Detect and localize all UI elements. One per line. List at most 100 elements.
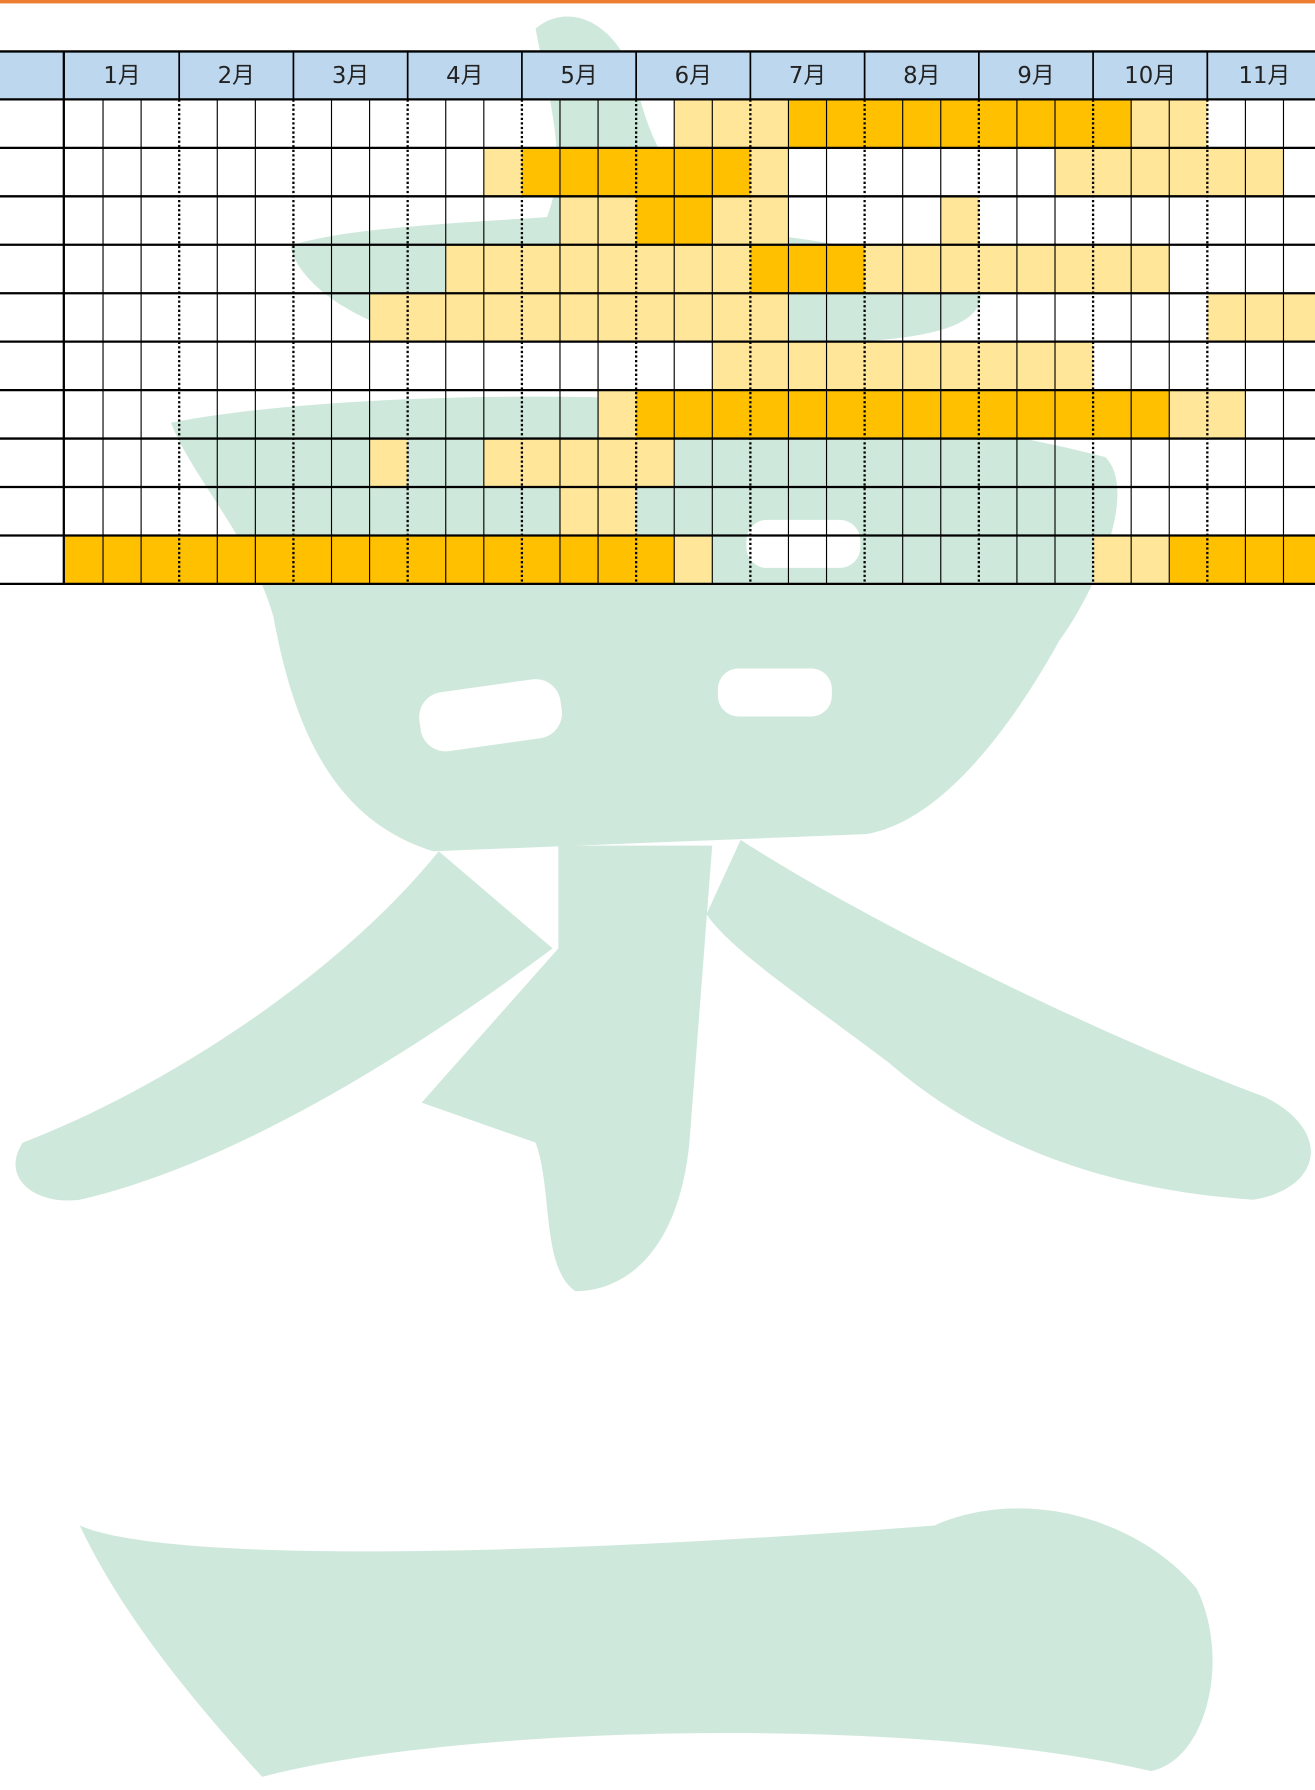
cell <box>560 245 598 293</box>
cell <box>1131 390 1169 438</box>
cell <box>446 293 484 341</box>
cell <box>750 245 788 293</box>
cell <box>598 245 636 293</box>
cell <box>941 99 979 147</box>
watermark-hole <box>718 668 832 716</box>
cell <box>1131 245 1169 293</box>
cell <box>1017 245 1055 293</box>
cell <box>1055 390 1093 438</box>
month-header: 4月 <box>446 63 483 89</box>
cell <box>560 535 598 583</box>
cell <box>712 196 750 244</box>
cell <box>1283 535 1315 583</box>
cell <box>636 390 674 438</box>
watermark-stroke <box>16 851 553 1200</box>
cell <box>484 293 522 341</box>
cell <box>865 342 903 390</box>
cell <box>446 245 484 293</box>
cell <box>750 196 788 244</box>
cell <box>941 390 979 438</box>
cell <box>1017 390 1055 438</box>
cell <box>255 535 293 583</box>
cell <box>598 439 636 487</box>
cell <box>1055 245 1093 293</box>
cell <box>408 293 446 341</box>
cell <box>674 535 712 583</box>
cell <box>903 245 941 293</box>
cell <box>712 99 750 147</box>
cell <box>370 439 408 487</box>
cell <box>903 342 941 390</box>
cell <box>1169 535 1207 583</box>
cell <box>979 390 1017 438</box>
cell <box>636 439 674 487</box>
cell <box>560 439 598 487</box>
cell <box>484 245 522 293</box>
cell <box>1245 293 1283 341</box>
cell <box>903 390 941 438</box>
cell <box>636 148 674 196</box>
month-header: 3月 <box>332 63 369 89</box>
month-header: 8月 <box>903 63 940 89</box>
cell <box>674 293 712 341</box>
cell <box>522 293 560 341</box>
month-header: 5月 <box>560 63 597 89</box>
cell <box>560 293 598 341</box>
cell <box>636 535 674 583</box>
cell <box>560 487 598 535</box>
cell <box>141 535 179 583</box>
cell <box>712 245 750 293</box>
cell <box>65 535 103 583</box>
cell <box>370 535 408 583</box>
cell <box>712 148 750 196</box>
month-header: 10月 <box>1124 63 1176 89</box>
cell <box>979 342 1017 390</box>
cell <box>446 535 484 583</box>
cell <box>827 390 865 438</box>
cell <box>827 99 865 147</box>
cell <box>788 245 826 293</box>
watermark-hole <box>746 520 860 568</box>
cell <box>903 99 941 147</box>
cell <box>1055 342 1093 390</box>
cell <box>598 390 636 438</box>
cell <box>1283 293 1315 341</box>
cell <box>1207 390 1245 438</box>
cell <box>1093 390 1131 438</box>
cell <box>1131 148 1169 196</box>
cell <box>1207 535 1245 583</box>
cell <box>560 148 598 196</box>
cell <box>1093 99 1131 147</box>
cell <box>1207 148 1245 196</box>
cell <box>1169 148 1207 196</box>
cell <box>332 535 370 583</box>
cell <box>1055 99 1093 147</box>
cell <box>674 148 712 196</box>
cell <box>712 390 750 438</box>
cell <box>522 148 560 196</box>
watermark-stroke <box>707 840 1311 1200</box>
cell <box>598 196 636 244</box>
cell <box>1093 535 1131 583</box>
cell <box>788 342 826 390</box>
cell <box>827 342 865 390</box>
cell <box>674 245 712 293</box>
month-header: 7月 <box>789 63 826 89</box>
cell <box>636 196 674 244</box>
cell <box>1245 148 1283 196</box>
cell <box>179 535 217 583</box>
month-header: 2月 <box>218 63 255 89</box>
cell <box>484 148 522 196</box>
cell <box>712 342 750 390</box>
cell <box>750 390 788 438</box>
cell <box>979 99 1017 147</box>
cell <box>408 535 446 583</box>
cell <box>293 535 331 583</box>
cell <box>370 293 408 341</box>
cell <box>750 148 788 196</box>
cell <box>865 390 903 438</box>
cell <box>865 245 903 293</box>
cell <box>103 535 141 583</box>
